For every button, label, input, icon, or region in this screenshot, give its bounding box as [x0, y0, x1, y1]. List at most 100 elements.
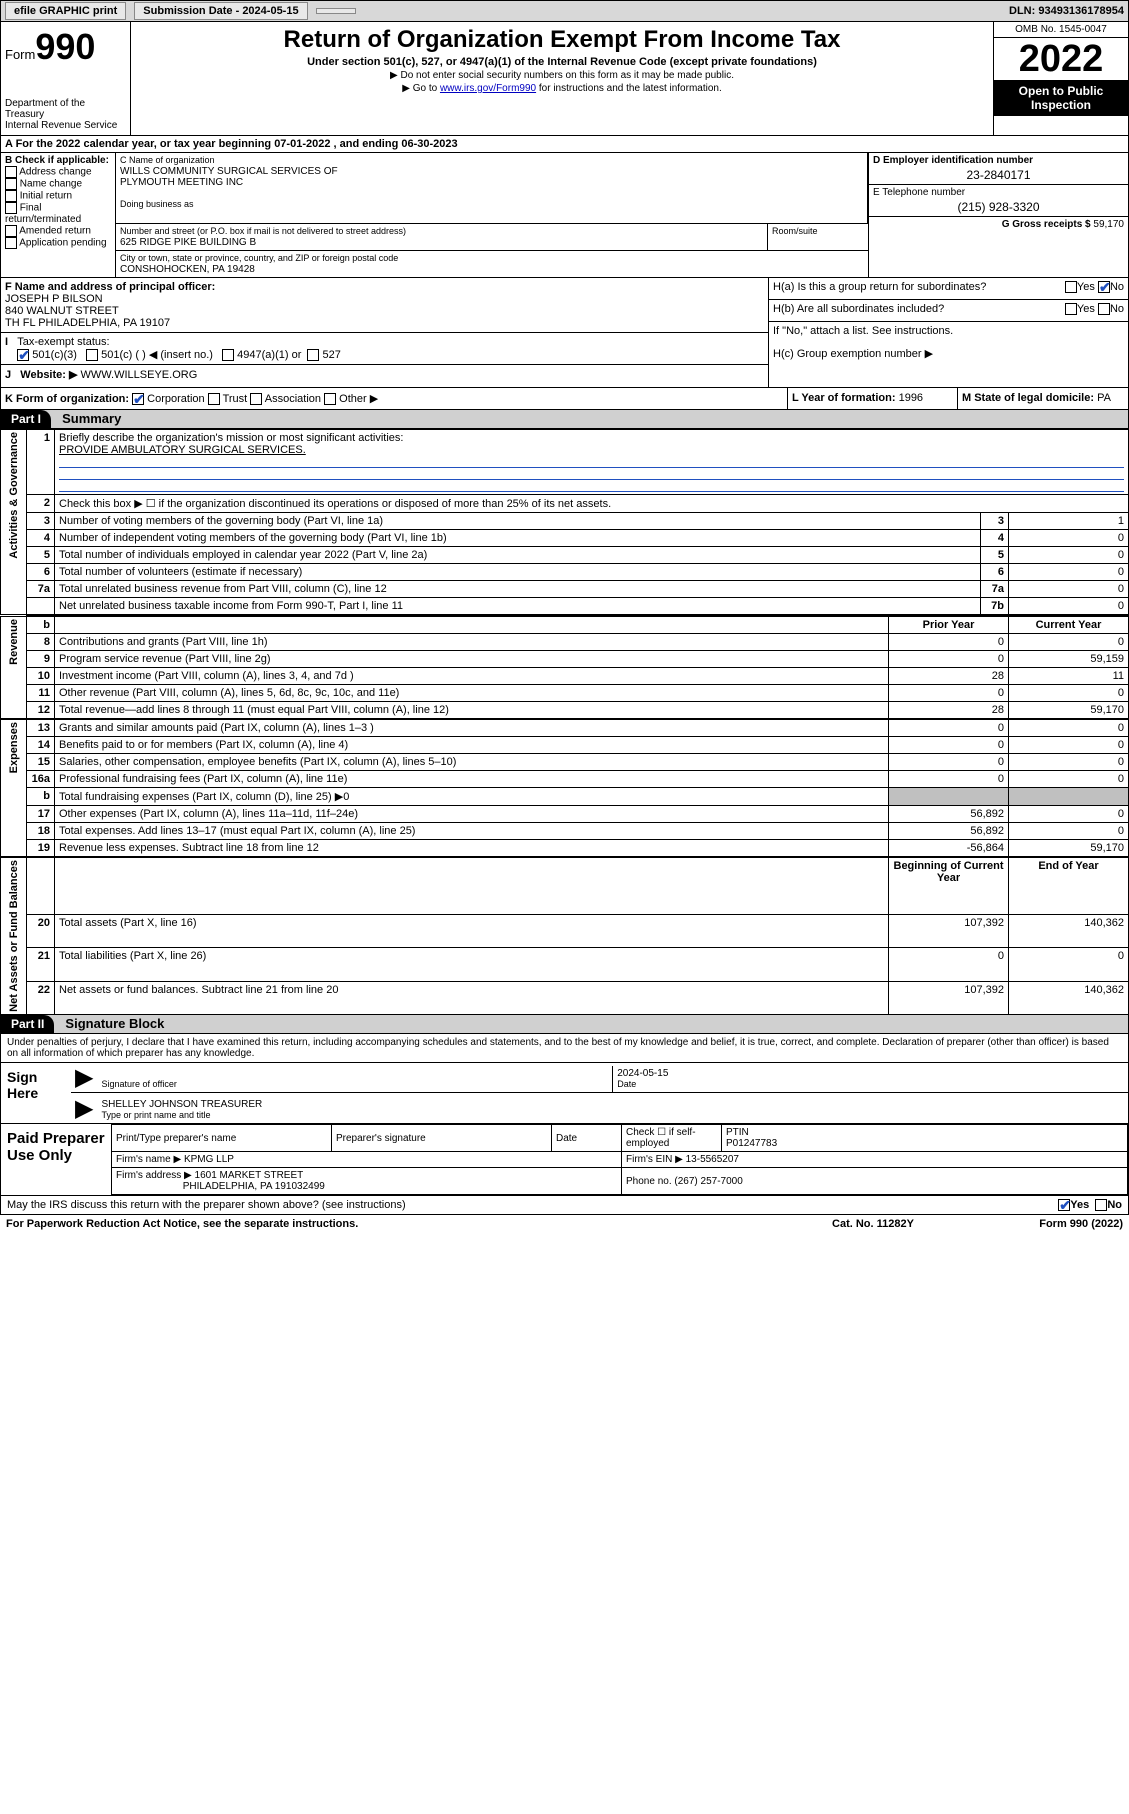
- section-fh: F Name and address of principal officer:…: [0, 278, 1129, 388]
- cb-initial-return[interactable]: [5, 190, 17, 202]
- hdr-current-year: Current Year: [1009, 616, 1129, 634]
- perjury-declaration: Under penalties of perjury, I declare th…: [0, 1034, 1129, 1063]
- row-a-tax-year: A For the 2022 calendar year, or tax yea…: [0, 136, 1129, 153]
- r17-t: Other expenses (Part IX, column (A), lin…: [55, 806, 889, 823]
- org-name-label: C Name of organization: [120, 155, 215, 165]
- r14-n: 14: [27, 737, 55, 754]
- cb-name-change[interactable]: [5, 178, 17, 190]
- submission-date: Submission Date - 2024-05-15: [134, 2, 307, 20]
- lbl-amended: Amended return: [19, 226, 91, 237]
- cb-final-return[interactable]: [5, 202, 17, 214]
- r8-n: 8: [27, 634, 55, 651]
- city-state-zip: CONSHOHOCKEN, PA 19428: [120, 264, 255, 275]
- r18-n: 18: [27, 823, 55, 840]
- addr-label: Number and street (or P.O. box if mail i…: [120, 226, 406, 236]
- irs-link[interactable]: www.irs.gov/Form990: [440, 83, 536, 94]
- lbl-initial-return: Initial return: [20, 191, 72, 202]
- cb-corp[interactable]: [132, 393, 144, 405]
- discuss-yes: Yes: [1070, 1199, 1089, 1211]
- r14-t: Benefits paid to or for members (Part IX…: [55, 737, 889, 754]
- r17-py: 56,892: [889, 806, 1009, 823]
- gross-receipts-value: 59,170: [1093, 219, 1124, 230]
- officer-label: F Name and address of principal officer:: [5, 281, 215, 293]
- r18-t: Total expenses. Add lines 13–17 (must eq…: [55, 823, 889, 840]
- r15-t: Salaries, other compensation, employee b…: [55, 754, 889, 771]
- part2-title: Signature Block: [57, 1016, 164, 1031]
- open-public-2: Inspection: [1031, 98, 1091, 112]
- r16b-t: Total fundraising expenses (Part IX, col…: [55, 788, 889, 806]
- opt-trust: Trust: [223, 393, 248, 405]
- q1-mission: PROVIDE AMBULATORY SURGICAL SERVICES.: [59, 444, 306, 456]
- r15-n: 15: [27, 754, 55, 771]
- cb-ha-no[interactable]: [1098, 281, 1110, 293]
- efile-btn[interactable]: efile GRAPHIC print: [5, 2, 126, 20]
- opt-527: 527: [323, 349, 341, 361]
- year-formation: 1996: [899, 392, 923, 404]
- dept-treasury: Department of the Treasury: [5, 98, 126, 120]
- firm-addr1: 1601 MARKET STREET: [195, 1170, 304, 1181]
- ssn-warning: ▶ Do not enter social security numbers o…: [135, 70, 989, 81]
- prep-sig-hdr: Preparer's signature: [332, 1125, 552, 1152]
- r10-n: 10: [27, 668, 55, 685]
- lbl-address-change: Address change: [19, 167, 91, 178]
- opt-corp: Corporation: [147, 393, 204, 405]
- r21-n: 21: [27, 948, 55, 981]
- r5-b: 5: [981, 547, 1009, 564]
- cb-amended[interactable]: [5, 225, 17, 237]
- cb-4947[interactable]: [222, 349, 234, 361]
- opt-other: Other ▶: [339, 393, 378, 405]
- cb-address-change[interactable]: [5, 166, 17, 178]
- phone-value: (215) 928-3320: [873, 198, 1124, 214]
- hc-label: H(c) Group exemption number ▶: [773, 347, 933, 363]
- org-name-1: WILLS COMMUNITY SURGICAL SERVICES OF: [120, 166, 338, 177]
- cb-other[interactable]: [324, 393, 336, 405]
- r19-py: -56,864: [889, 840, 1009, 857]
- omb-number: OMB No. 1545-0047: [994, 22, 1128, 38]
- cb-hb-yes[interactable]: [1065, 303, 1077, 315]
- cb-527[interactable]: [307, 349, 319, 361]
- sign-here-label: Sign Here: [1, 1063, 71, 1123]
- row-klm: K Form of organization: Corporation Trus…: [0, 388, 1129, 410]
- r12-n: 12: [27, 702, 55, 719]
- r3-t: Number of voting members of the governin…: [55, 513, 981, 530]
- q2-text: Check this box ▶ ☐ if the organization d…: [55, 495, 1129, 513]
- lbl-pending: Application pending: [19, 238, 106, 249]
- cb-hb-no[interactable]: [1098, 303, 1110, 315]
- r20-n: 20: [27, 915, 55, 948]
- r9-py: 0: [889, 651, 1009, 668]
- street-address: 625 RIDGE PIKE BUILDING B: [120, 237, 256, 248]
- section-bcd: B Check if applicable: Address change Na…: [0, 153, 1129, 278]
- cb-ha-yes[interactable]: [1065, 281, 1077, 293]
- r3-n: 3: [27, 513, 55, 530]
- r4-v: 0: [1009, 530, 1129, 547]
- opt-assoc: Association: [265, 393, 321, 405]
- cb-501c3[interactable]: [17, 349, 29, 361]
- part1-governance: Activities & Governance 1 Briefly descri…: [0, 429, 1129, 615]
- sign-here-block: Sign Here ▶ Signature of officer 2024-05…: [0, 1063, 1129, 1124]
- firm-ein: 13-5565207: [686, 1154, 739, 1165]
- tax-exempt-label: Tax-exempt status:: [17, 336, 109, 348]
- cb-trust[interactable]: [208, 393, 220, 405]
- r20-py: 107,392: [889, 915, 1009, 948]
- prep-self-emp: Check ☐ if self-employed: [622, 1125, 722, 1152]
- part1-header: Part I Summary: [0, 410, 1129, 429]
- sig-name-value: SHELLEY JOHNSON TREASURER: [101, 1099, 262, 1110]
- r12-cy: 59,170: [1009, 702, 1129, 719]
- sig-date-val: 2024-05-15: [617, 1068, 668, 1079]
- r16b-py: [889, 788, 1009, 806]
- cb-discuss-no[interactable]: [1095, 1199, 1107, 1211]
- r7b-n: [27, 598, 55, 615]
- cb-assoc[interactable]: [250, 393, 262, 405]
- discuss-no: No: [1107, 1199, 1122, 1211]
- r17-cy: 0: [1009, 806, 1129, 823]
- opt-501c: 501(c) ( ) ◀ (insert no.): [101, 349, 213, 361]
- lbl-name-change: Name change: [20, 179, 82, 190]
- cb-pending[interactable]: [5, 237, 17, 249]
- r12-py: 28: [889, 702, 1009, 719]
- hdr-beginning-year: Beginning of Current Year: [889, 858, 1009, 915]
- cb-discuss-yes[interactable]: [1058, 1199, 1070, 1211]
- r11-t: Other revenue (Part VIII, column (A), li…: [55, 685, 889, 702]
- firm-phone-label: Phone no.: [626, 1176, 672, 1187]
- cb-501c[interactable]: [86, 349, 98, 361]
- r4-t: Number of independent voting members of …: [55, 530, 981, 547]
